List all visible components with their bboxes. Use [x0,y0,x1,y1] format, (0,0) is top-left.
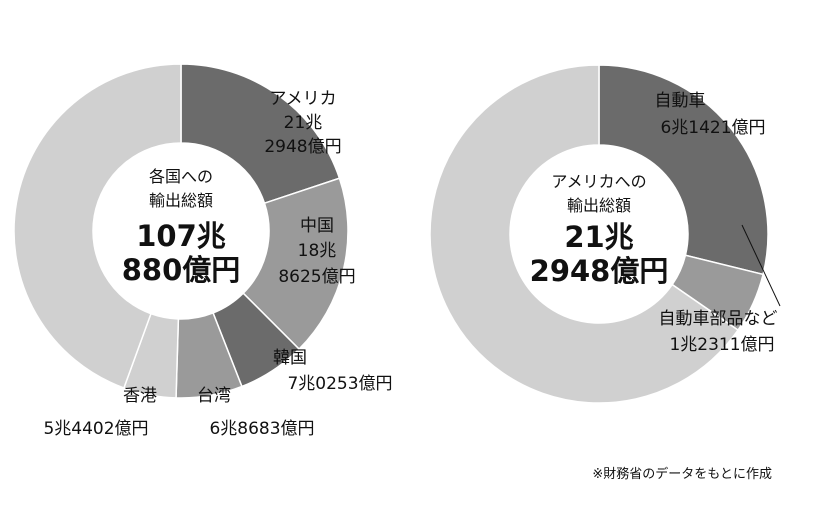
label-car-amount: 6兆1421億円 [660,118,765,138]
chart2-labels: 自動車 6兆1421億円 自動車部品など 1兆2311億円 [655,91,781,355]
label-korea-amount: 7兆0253億円 [287,374,392,394]
source-note: ※財務省のデータをもとに作成 [592,466,772,482]
label-usa-name: アメリカ [269,89,336,109]
donut2-slice-0 [598,64,769,276]
label-parts-name: 自動車部品など [659,309,778,329]
center1-total-2: 880億円 [122,253,241,287]
donut-chart-us-export-breakdown [429,64,769,404]
label-china-amount-2: 8625億円 [278,267,355,287]
label-hongkong-amount: 5兆4402億円 [43,419,148,439]
label-taiwan-name: 台湾 [197,386,231,406]
label-usa-amount-2: 2948億円 [264,137,341,157]
center1-line1: 各国への [149,167,213,186]
center2-line1: アメリカへの [551,172,646,191]
center2-line2: 輸出総額 [567,196,631,215]
label-usa-amount-1: 21兆 [284,113,323,133]
center2-total-1: 21兆 [564,220,633,254]
chart1-labels: アメリカ 21兆 2948億円 中国 18兆 8625億円 韓国 7兆0253億… [43,89,392,439]
label-taiwan-amount: 6兆8683億円 [209,419,314,439]
label-parts-amount: 1兆2311億円 [669,335,774,355]
label-china-amount-1: 18兆 [298,241,337,261]
donut2-slice-2 [429,64,740,404]
chart2-center-text: アメリカへの 輸出総額 21兆 2948億円 [530,172,669,288]
donut1-slice-0 [180,63,341,205]
donut1-slice-1 [242,177,349,351]
chart1-center-text: 各国への 輸出総額 107兆 880億円 [122,167,241,287]
label-car-name: 自動車 [655,91,706,111]
label-hongkong-name: 香港 [123,386,157,406]
center1-total-1: 107兆 [136,219,226,253]
center1-line2: 輸出総額 [149,191,213,210]
donut-chart-export-by-country [13,63,349,399]
leader-line-parts [741,224,781,307]
donut1-slice-5 [13,63,182,389]
center2-total-2: 2948億円 [530,254,669,288]
label-korea-name: 韓国 [273,348,307,368]
label-china-name: 中国 [300,216,334,236]
